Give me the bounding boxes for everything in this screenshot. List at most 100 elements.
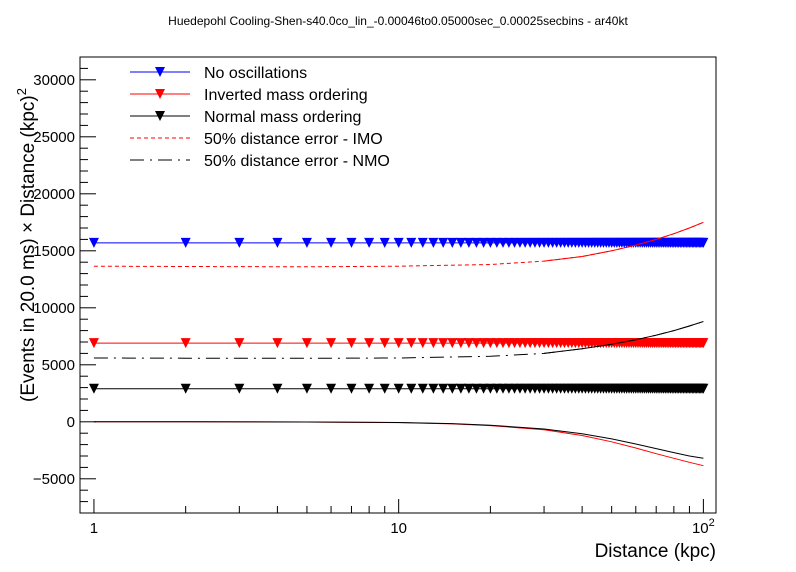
data-point bbox=[326, 338, 337, 349]
series-line bbox=[93, 421, 704, 467]
y-axis-label-sup: 2 bbox=[14, 88, 29, 95]
data-point bbox=[698, 338, 709, 349]
svg-text:(Events in 20.0 ms) × Distance: (Events in 20.0 ms) × Distance (kpc)2 bbox=[14, 88, 39, 402]
series-0 bbox=[88, 237, 709, 248]
data-point bbox=[417, 237, 428, 248]
data-point bbox=[406, 338, 417, 349]
data-point bbox=[455, 383, 466, 394]
data-point bbox=[272, 237, 283, 248]
data-point bbox=[234, 383, 245, 394]
legend-item: No oscillations bbox=[130, 65, 307, 82]
data-point bbox=[234, 338, 245, 349]
data-point bbox=[234, 237, 245, 248]
data-point bbox=[272, 338, 283, 349]
data-point bbox=[471, 383, 482, 394]
data-point bbox=[471, 237, 482, 248]
data-point bbox=[180, 338, 191, 349]
data-point bbox=[346, 338, 357, 349]
data-point bbox=[406, 383, 417, 394]
data-point bbox=[346, 237, 357, 248]
legend-marker bbox=[155, 89, 165, 99]
data-point bbox=[447, 383, 458, 394]
data-point bbox=[379, 338, 390, 349]
data-point bbox=[463, 383, 474, 394]
data-point bbox=[88, 237, 99, 248]
y-tick-label: 25000 bbox=[33, 129, 75, 146]
data-point bbox=[393, 383, 404, 394]
y-tick-label: 15000 bbox=[33, 243, 75, 260]
data-point bbox=[364, 338, 375, 349]
series-5 bbox=[93, 421, 704, 467]
legend-label: No oscillations bbox=[204, 65, 307, 82]
legend-label: Normal mass ordering bbox=[204, 109, 361, 126]
data-point bbox=[346, 383, 357, 394]
legend-item: 50% distance error - IMO bbox=[130, 131, 383, 148]
y-tick-label: 5000 bbox=[42, 357, 75, 374]
series-layer bbox=[88, 221, 709, 467]
data-point bbox=[463, 237, 474, 248]
series-2 bbox=[88, 383, 709, 394]
data-point bbox=[463, 338, 474, 349]
y-tick-label: 20000 bbox=[33, 186, 75, 203]
data-point bbox=[438, 338, 449, 349]
y-axis-label-main: (Events in 20.0 ms) × Distance (kpc) bbox=[18, 95, 39, 402]
legend: No oscillations Inverted mass ordering Nor… bbox=[130, 65, 390, 170]
y-tick-label: 0 bbox=[67, 414, 75, 431]
x-tick-label: 1 bbox=[90, 520, 98, 537]
y-axis-label: (Events in 20.0 ms) × Distance (kpc)2 bbox=[14, 88, 39, 402]
y-axis: −5000 0 5000 10000 15000 20000 25000 30000 bbox=[33, 56, 96, 503]
data-point bbox=[438, 237, 449, 248]
data-point bbox=[698, 383, 709, 394]
data-point bbox=[301, 383, 312, 394]
series-1 bbox=[88, 338, 709, 349]
data-point bbox=[478, 383, 489, 394]
data-point bbox=[485, 338, 496, 349]
x-tick-label: 102 bbox=[692, 517, 715, 537]
data-point bbox=[88, 338, 99, 349]
data-point bbox=[393, 237, 404, 248]
legend-item: Normal mass ordering bbox=[130, 109, 361, 126]
legend-label: 50% distance error - IMO bbox=[204, 131, 383, 148]
data-point bbox=[485, 383, 496, 394]
legend-item: Inverted mass ordering bbox=[130, 87, 368, 104]
legend-item: 50% distance error - NMO bbox=[130, 153, 390, 170]
series-3 bbox=[93, 221, 704, 268]
data-point bbox=[478, 338, 489, 349]
data-point bbox=[447, 338, 458, 349]
chart-title: Huedepohl Cooling-Shen-s40.0co_lin_-0.00… bbox=[168, 14, 628, 28]
series-4 bbox=[93, 321, 704, 359]
data-point bbox=[417, 338, 428, 349]
data-point bbox=[326, 383, 337, 394]
data-point bbox=[379, 237, 390, 248]
data-point bbox=[272, 383, 283, 394]
data-point bbox=[438, 383, 449, 394]
data-point bbox=[428, 237, 439, 248]
legend-label: 50% distance error - NMO bbox=[204, 153, 390, 170]
data-point bbox=[471, 338, 482, 349]
data-point bbox=[447, 237, 458, 248]
series-tail bbox=[544, 221, 704, 262]
data-point bbox=[393, 338, 404, 349]
y-tick-label: −5000 bbox=[33, 471, 75, 488]
data-point bbox=[417, 383, 428, 394]
data-point bbox=[455, 237, 466, 248]
data-point bbox=[364, 237, 375, 248]
legend-marker bbox=[155, 111, 165, 121]
data-point bbox=[379, 383, 390, 394]
legend-label: Inverted mass ordering bbox=[204, 87, 368, 104]
legend-marker bbox=[155, 67, 165, 77]
x-tick-label: 10 bbox=[390, 520, 407, 537]
y-tick-label: 10000 bbox=[33, 300, 75, 317]
data-point bbox=[301, 338, 312, 349]
data-point bbox=[455, 338, 466, 349]
data-point bbox=[301, 237, 312, 248]
data-point bbox=[406, 237, 417, 248]
data-point bbox=[698, 237, 709, 248]
data-point bbox=[180, 383, 191, 394]
data-point bbox=[428, 338, 439, 349]
data-point bbox=[428, 383, 439, 394]
x-axis-label: Distance (kpc) bbox=[595, 541, 716, 562]
data-point bbox=[364, 383, 375, 394]
